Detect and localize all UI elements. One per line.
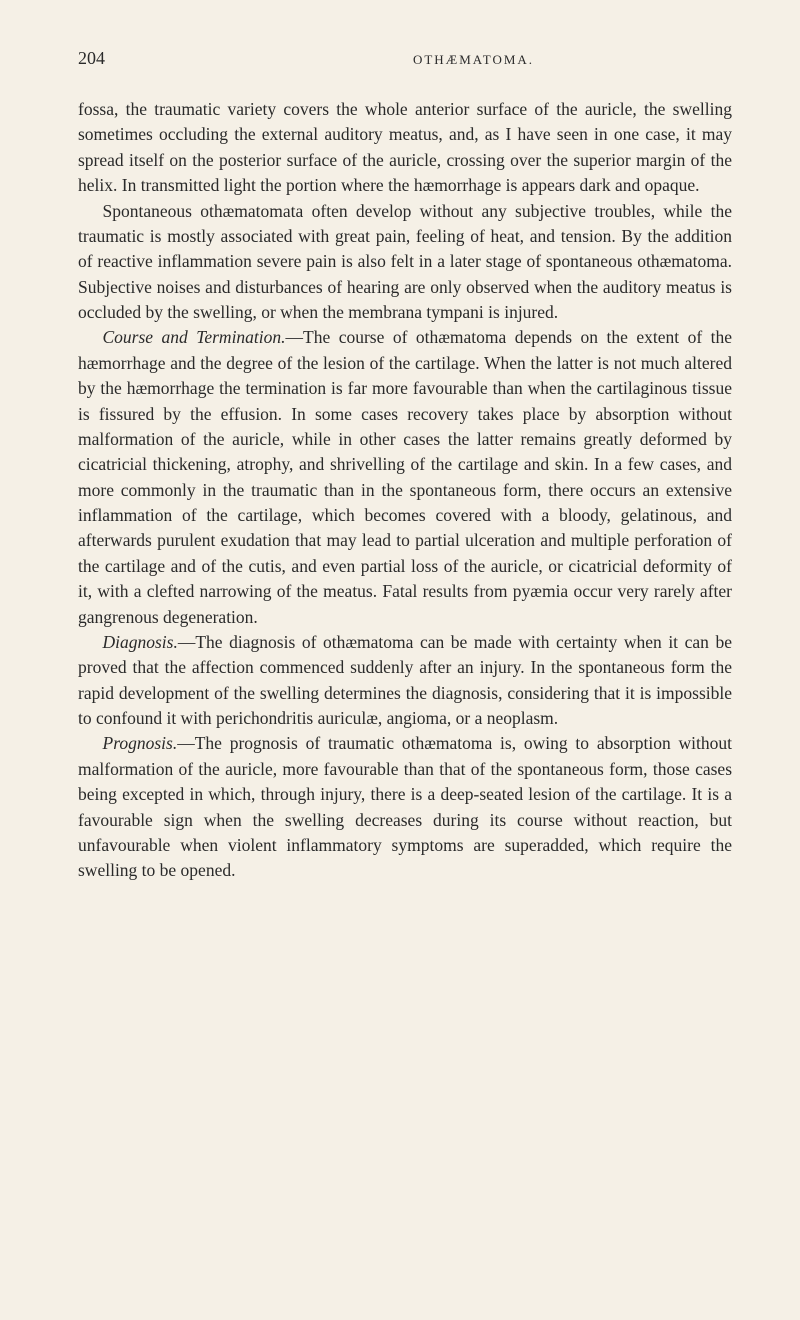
paragraph-lead-italic: Course and Termination. xyxy=(103,327,286,347)
paragraph-lead-italic: Diagnosis. xyxy=(103,632,178,652)
paragraph-2: Spontaneous othæmatomata often develop w… xyxy=(78,199,732,326)
paragraph-lead-italic: Prognosis. xyxy=(103,733,178,753)
paragraph-text: —The course of othæmatoma depends on the… xyxy=(78,327,732,626)
page-container: 204 OTHÆMATOMA. fossa, the traumatic var… xyxy=(0,0,800,924)
paragraph-3: Course and Termination.—The course of ot… xyxy=(78,325,732,630)
body-text: fossa, the traumatic variety covers the … xyxy=(78,97,732,884)
paragraph-text: Spontaneous othæmatomata often develop w… xyxy=(78,201,732,323)
paragraph-5: Prognosis.—The prognosis of traumatic ot… xyxy=(78,731,732,883)
page-number: 204 xyxy=(78,48,105,69)
paragraph-1: fossa, the traumatic variety covers the … xyxy=(78,97,732,199)
running-title: OTHÆMATOMA. xyxy=(413,52,534,68)
paragraph-text: fossa, the traumatic variety covers the … xyxy=(78,99,732,195)
paragraph-4: Diagnosis.—The diagnosis of othæmatoma c… xyxy=(78,630,732,732)
page-header: 204 OTHÆMATOMA. xyxy=(78,48,732,69)
paragraph-text: —The prognosis of traumatic othæmatoma i… xyxy=(78,733,732,880)
